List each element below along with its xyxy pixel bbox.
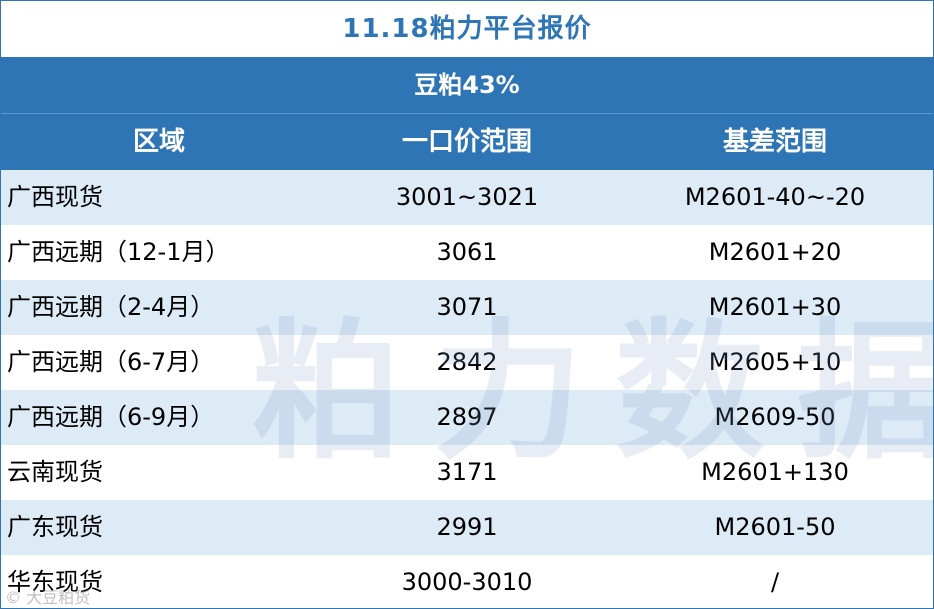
table-row: 广西远期（2-4月） 3071 M2601+30: [1, 280, 933, 335]
cell-region: 广东现货: [7, 513, 103, 541]
table-row: 华东现货 3000-3010 /: [1, 555, 933, 608]
cell-price: 3061: [436, 238, 498, 266]
cell-price: 2897: [436, 403, 498, 431]
table-header: 区域 一口价范围 基差范围: [1, 113, 933, 170]
cell-basis: M2601-40~-20: [684, 183, 866, 211]
cell-basis: M2601+130: [701, 458, 849, 486]
table-row: 广东现货 2991 M2601-50: [1, 500, 933, 555]
cell-basis: M2601+30: [708, 293, 842, 321]
cell-price: 3171: [436, 458, 498, 486]
table-row: 广西现货 3001~3021 M2601-40~-20: [1, 170, 933, 225]
cell-basis: M2605+10: [708, 348, 842, 376]
header-price: 一口价范围: [401, 127, 532, 157]
cell-price: 3000-3010: [401, 568, 533, 596]
table-row: 广西远期（6-9月） 2897 M2609-50: [1, 390, 933, 445]
table-title: 11.18粕力平台报价: [1, 1, 933, 58]
cell-region: 华东现货: [7, 568, 103, 596]
cell-region: 广西远期（2-4月）: [7, 293, 215, 321]
cell-price: 2842: [436, 348, 498, 376]
header-region: 区域: [132, 127, 185, 157]
cell-basis: /: [770, 568, 780, 596]
header-basis: 基差范围: [722, 127, 827, 157]
cell-basis: M2609-50: [714, 403, 836, 431]
cell-price: 3001~3021: [395, 183, 539, 211]
table-row: 云南现货 3171 M2601+130: [1, 445, 933, 500]
cell-region: 云南现货: [7, 458, 103, 486]
cell-region: 广西远期（12-1月）: [7, 238, 230, 266]
cell-basis: M2601+20: [708, 238, 842, 266]
table-row: 广西远期（6-7月） 2842 M2605+10: [1, 335, 933, 390]
product-name: 豆粕43%: [1, 58, 933, 113]
cell-region: 广西远期（6-9月）: [7, 403, 215, 431]
cell-basis: M2601-50: [714, 513, 836, 541]
cell-price: 3071: [436, 293, 498, 321]
cell-region: 广西现货: [7, 183, 103, 211]
cell-region: 广西远期（6-7月）: [7, 348, 215, 376]
cell-price: 2991: [436, 513, 498, 541]
table-row: 广西远期（12-1月） 3061 M2601+20: [1, 225, 933, 280]
source-watermark: © 大豆粕货: [5, 588, 91, 607]
